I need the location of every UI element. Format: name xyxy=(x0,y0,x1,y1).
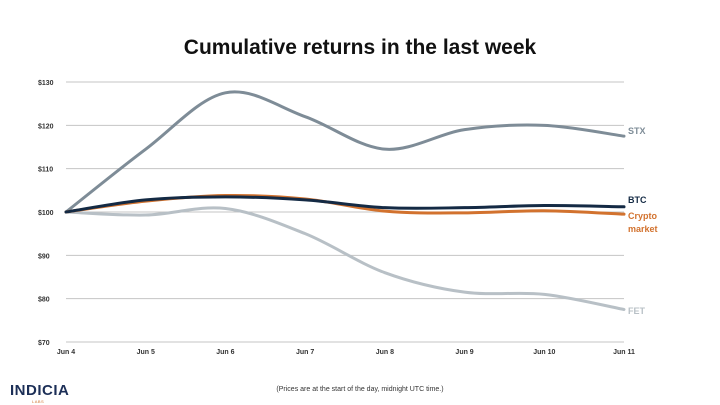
y-tick-label: $120 xyxy=(38,123,54,130)
y-axis-ticks: $70 $80 $90 $100 $110 $120 $130 xyxy=(38,80,54,347)
x-tick-label: Jun 5 xyxy=(137,349,155,356)
y-tick-label: $110 xyxy=(38,167,53,174)
logo-subtext: LABS xyxy=(32,399,45,404)
x-axis-ticks: Jun 4 Jun 5 Jun 6 Jun 7 Jun 8 Jun 9 Jun 10 Jun … xyxy=(57,349,635,356)
chart-title: Cumulative returns in the last week xyxy=(183,36,537,59)
logo-text: INDICIA xyxy=(10,382,70,399)
series-lines xyxy=(64,90,626,311)
x-tick-label: Jun 10 xyxy=(533,349,555,356)
y-tick-label: $130 xyxy=(38,80,54,87)
x-tick-label: Jun 6 xyxy=(216,349,234,356)
y-tick-label: $100 xyxy=(38,210,54,217)
y-tick-label: $90 xyxy=(38,253,50,260)
series-label-fet: FET xyxy=(628,306,646,316)
series-label-btc: BTC xyxy=(628,195,647,205)
x-tick-label: Jun 11 xyxy=(613,349,635,356)
series-labels: STX BTC Crypto market FET xyxy=(628,126,658,316)
series-label-crypto-market: Crypto xyxy=(628,211,658,221)
x-tick-label: Jun 9 xyxy=(455,349,473,356)
series-line-btc xyxy=(64,195,626,214)
x-tick-label: Jun 4 xyxy=(57,349,75,356)
footnote: (Prices are at the start of the day, mid… xyxy=(276,386,444,393)
series-label-crypto-market: market xyxy=(628,224,658,234)
series-line-stx xyxy=(64,90,626,214)
series-label-stx: STX xyxy=(628,126,646,136)
series-line-fet xyxy=(64,206,626,311)
x-tick-label: Jun 8 xyxy=(376,349,394,356)
x-tick-label: Jun 7 xyxy=(296,349,314,356)
y-tick-label: $80 xyxy=(38,297,50,304)
indicia-logo: INDICIA LABS xyxy=(10,382,70,404)
y-tick-label: $70 xyxy=(38,340,50,347)
